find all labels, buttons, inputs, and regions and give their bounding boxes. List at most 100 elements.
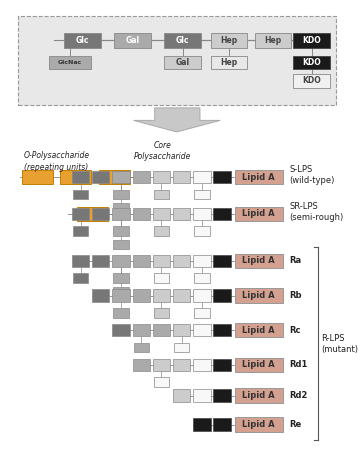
Bar <box>154 274 169 283</box>
Bar <box>153 359 170 371</box>
Text: Lipid A: Lipid A <box>242 173 275 182</box>
Bar <box>92 290 110 302</box>
Text: Glc: Glc <box>76 36 89 45</box>
Bar <box>213 255 231 267</box>
Bar <box>77 207 107 220</box>
Text: Hep: Hep <box>220 58 237 67</box>
Bar <box>173 389 190 402</box>
Bar <box>113 287 129 297</box>
Text: Lipid A: Lipid A <box>242 420 275 429</box>
Bar <box>18 16 336 105</box>
Bar <box>235 323 283 338</box>
Text: Gal: Gal <box>175 58 190 67</box>
Bar <box>134 343 149 353</box>
Text: O-Polysaccharide
(repeating units): O-Polysaccharide (repeating units) <box>23 151 90 172</box>
Text: Core
Polysaccharide: Core Polysaccharide <box>134 141 191 162</box>
Bar <box>112 207 130 220</box>
Text: SR-LPS
(semi-rough): SR-LPS (semi-rough) <box>289 202 344 222</box>
Bar <box>235 206 283 221</box>
Bar <box>210 56 247 70</box>
Bar <box>173 171 190 184</box>
Bar <box>255 33 292 48</box>
Bar <box>213 359 231 371</box>
Text: Rb: Rb <box>289 291 302 300</box>
Text: Lipid A: Lipid A <box>242 209 275 218</box>
Text: S-LPS
(wild-type): S-LPS (wild-type) <box>289 165 335 185</box>
Bar <box>154 308 169 318</box>
Bar <box>72 255 89 267</box>
Text: Rd1: Rd1 <box>289 361 308 369</box>
Bar <box>235 389 283 403</box>
Bar <box>113 274 129 283</box>
Bar <box>235 358 283 372</box>
Bar <box>193 359 210 371</box>
Bar <box>193 207 210 220</box>
Text: KDO: KDO <box>302 58 321 67</box>
Bar <box>72 207 89 220</box>
Bar <box>194 274 210 283</box>
Text: Gal: Gal <box>126 36 140 45</box>
Text: Glc: Glc <box>176 36 189 45</box>
Bar <box>132 324 150 337</box>
Bar <box>132 207 150 220</box>
Bar <box>193 255 210 267</box>
Bar <box>112 255 130 267</box>
Text: Lipid A: Lipid A <box>242 361 275 369</box>
Bar <box>99 170 130 184</box>
Bar <box>92 207 110 220</box>
Bar <box>132 171 150 184</box>
Bar <box>92 255 110 267</box>
Bar <box>132 290 150 302</box>
Polygon shape <box>134 108 220 132</box>
Bar <box>112 290 130 302</box>
Bar <box>173 255 190 267</box>
Text: GlcNac: GlcNac <box>58 60 82 65</box>
Bar <box>153 171 170 184</box>
Bar <box>112 171 130 184</box>
Bar <box>213 418 231 431</box>
Bar <box>194 190 210 199</box>
Bar <box>114 33 151 48</box>
Bar <box>64 33 101 48</box>
Bar <box>92 171 110 184</box>
Text: R-LPS
(mutant): R-LPS (mutant) <box>321 333 358 354</box>
Bar <box>73 226 88 236</box>
Bar <box>173 324 190 337</box>
Bar <box>213 290 231 302</box>
Bar <box>193 290 210 302</box>
Bar <box>213 207 231 220</box>
Bar <box>173 207 190 220</box>
Bar <box>164 56 201 70</box>
Bar <box>113 190 129 199</box>
Bar <box>60 170 91 184</box>
Bar <box>49 56 91 70</box>
Bar <box>153 255 170 267</box>
Text: Lipid A: Lipid A <box>242 291 275 300</box>
Bar <box>193 418 210 431</box>
Bar <box>154 377 169 387</box>
Bar <box>173 359 190 371</box>
Text: KDO: KDO <box>302 77 321 85</box>
Bar <box>235 417 283 432</box>
Text: Lipid A: Lipid A <box>242 391 275 400</box>
Bar <box>173 290 190 302</box>
Bar <box>132 359 150 371</box>
Text: Hep: Hep <box>220 36 237 45</box>
Text: Lipid A: Lipid A <box>242 326 275 335</box>
Bar <box>153 324 170 337</box>
Bar <box>235 288 283 303</box>
Bar <box>293 74 330 88</box>
Bar <box>153 290 170 302</box>
Text: KDO: KDO <box>302 36 321 45</box>
Bar <box>235 170 283 184</box>
Bar <box>293 56 330 70</box>
Bar <box>194 226 210 236</box>
Bar <box>193 389 210 402</box>
Text: Re: Re <box>289 420 302 429</box>
Bar <box>235 254 283 268</box>
Bar <box>174 343 189 353</box>
Bar <box>213 171 231 184</box>
Bar <box>194 308 210 318</box>
Bar <box>112 324 130 337</box>
Bar <box>72 171 89 184</box>
